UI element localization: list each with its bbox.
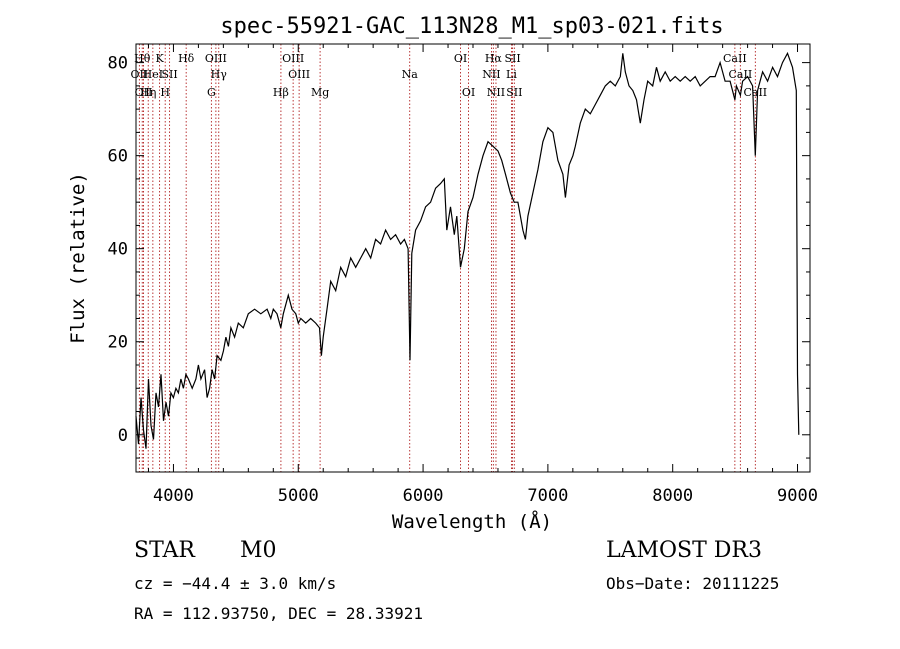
- line-label-18: OI: [462, 86, 475, 99]
- line-label-23: Li: [506, 68, 517, 81]
- y-axis: 0 20 40 60 80: [108, 54, 810, 459]
- x-tick-label-3: 7000: [527, 486, 568, 506]
- observation-date: Obs−Date: 20111225: [606, 574, 780, 593]
- x-tick-label-2: 6000: [403, 486, 444, 506]
- y-tick-label-4: 80: [108, 54, 128, 74]
- line-label-25: CaII: [723, 52, 747, 65]
- object-class: STAR: [134, 538, 195, 563]
- line-label-9: OIII: [205, 52, 227, 65]
- line-label-1: Hθ: [134, 52, 151, 65]
- x-tick-label-0: 4000: [153, 486, 194, 506]
- line-label-11: G: [207, 86, 216, 99]
- plot-frame: [135, 43, 811, 473]
- line-label-5: K: [155, 52, 164, 65]
- line-label-19: Hα: [485, 52, 503, 65]
- x-tick-label-1: 5000: [278, 486, 319, 506]
- redshift-info: cz = −44.4 ± 3.0 km/s: [134, 574, 337, 593]
- x-tick-label-4: 8000: [652, 486, 693, 506]
- y-axis-label: Flux (relative): [67, 172, 89, 344]
- line-markers: [138, 44, 756, 472]
- line-label-7: SII: [161, 68, 177, 81]
- x-tick-label-5: 9000: [777, 486, 818, 506]
- spectrum-line: [135, 51, 800, 449]
- y-tick-label-3: 60: [108, 147, 128, 167]
- line-label-21: NII: [487, 86, 505, 99]
- x-axis: 4000 5000 6000 7000 8000 9000: [147, 44, 818, 506]
- line-label-13: OIII: [282, 52, 304, 65]
- y-tick-label-2: 40: [108, 240, 128, 260]
- chart-title: spec-55921-GAC_113N28_M1_sp03-021.fits: [220, 14, 723, 39]
- line-label-3: Hη: [140, 86, 156, 99]
- coordinates: RA = 112.93750, DEC = 28.33921: [134, 604, 423, 623]
- line-label-17: OI: [454, 52, 467, 65]
- line-label-12: Hβ: [273, 86, 289, 99]
- x-axis-label: Wavelength (Å): [392, 510, 552, 533]
- survey-name: LAMOST DR3: [606, 538, 762, 563]
- line-label-22: SII: [504, 52, 520, 65]
- line-label-24: SII: [506, 86, 522, 99]
- line-label-16: Na: [402, 68, 419, 81]
- y-tick-label-0: 0: [118, 426, 128, 446]
- line-label-27: CaII: [743, 86, 767, 99]
- line-label-0: OII: [131, 68, 149, 81]
- line-label-6: H: [160, 86, 170, 99]
- line-label-8: Hδ: [178, 52, 195, 65]
- line-label-15: Mg: [311, 86, 329, 99]
- line-label-10: Hγ: [211, 68, 228, 81]
- line-label-20: NII: [482, 68, 500, 81]
- line-label-4: HeI: [143, 68, 163, 81]
- object-subclass: M0: [240, 538, 277, 563]
- line-label-14: OIII: [288, 68, 310, 81]
- line-label-2: OII: [135, 86, 153, 99]
- y-tick-label-1: 20: [108, 333, 128, 353]
